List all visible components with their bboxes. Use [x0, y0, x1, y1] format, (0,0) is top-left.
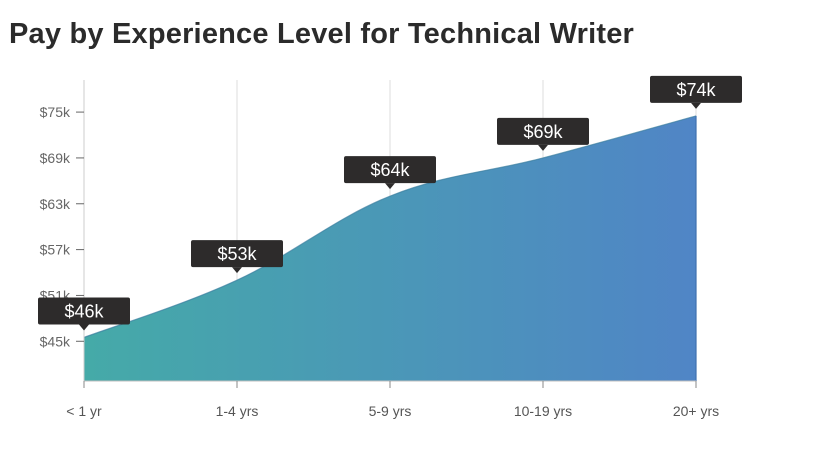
data-label-box: [344, 156, 436, 184]
x-tick-label-1: 1-4 yrs: [216, 403, 259, 419]
y-tick-label-2: $57k: [40, 242, 71, 258]
data-label-2: $64k: [344, 156, 436, 190]
x-tick-label-2: 5-9 yrs: [369, 403, 412, 419]
data-label-box: [38, 297, 130, 325]
data-label-text: $64k: [370, 160, 410, 180]
data-labels: $46k $53k $64k $69k $74k: [38, 75, 742, 331]
x-tick-label-4: 20+ yrs: [673, 403, 719, 419]
data-label-box: [650, 75, 742, 103]
data-label-pointer: [538, 144, 548, 151]
x-tick-label-0: < 1 yr: [66, 403, 102, 419]
area-series: [83, 115, 697, 381]
data-label-3: $69k: [497, 117, 589, 151]
data-label-text: $53k: [217, 244, 257, 264]
area-fill: [84, 115, 696, 381]
y-tick-label-4: $69k: [40, 150, 71, 166]
data-label-pointer: [79, 324, 89, 331]
chart-title: Pay by Experience Level for Technical Wr…: [9, 18, 635, 50]
data-label-box: [191, 240, 283, 268]
x-tick-label-3: 10-19 yrs: [514, 403, 572, 419]
data-label-text: $74k: [676, 80, 716, 100]
data-label-text: $46k: [64, 301, 104, 321]
data-label-pointer: [385, 183, 395, 190]
y-tick-label-0: $45k: [40, 333, 71, 349]
data-label-0: $46k: [38, 297, 130, 331]
data-label-box: [497, 117, 589, 145]
data-label-4: $74k: [650, 75, 742, 109]
data-label-pointer: [691, 102, 701, 109]
data-label-text: $69k: [523, 122, 563, 142]
area-line: [83, 115, 697, 339]
y-tick-label-5: $75k: [40, 104, 71, 120]
y-tick-label-3: $63k: [40, 196, 71, 212]
data-label-pointer: [232, 267, 242, 274]
data-label-1: $53k: [191, 240, 283, 274]
